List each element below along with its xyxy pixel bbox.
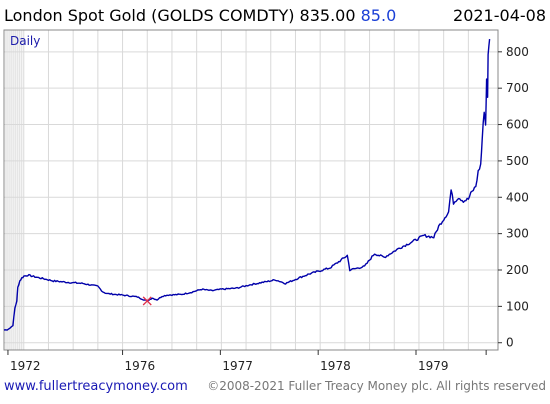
y-tick-label: 100 bbox=[506, 299, 529, 313]
x-tick-label: 1972 bbox=[10, 359, 41, 373]
copyright-text: ©2008-2021 Fuller Treacy Money plc. All … bbox=[207, 379, 546, 393]
x-tick-label: 1976 bbox=[125, 359, 156, 373]
price-series-line bbox=[3, 39, 491, 331]
price-change: 85.0 bbox=[361, 6, 397, 25]
chart-title: London Spot Gold (GOLDS COMDTY) 835.00 8… bbox=[4, 6, 396, 25]
title-main: London Spot Gold (GOLDS COMDTY) 835.00 bbox=[4, 6, 356, 25]
chart-date: 2021-04-08 bbox=[453, 6, 546, 25]
website-link[interactable]: www.fullertreacymoney.com bbox=[4, 379, 188, 394]
y-tick-label: 600 bbox=[506, 118, 529, 132]
y-tick-label: 700 bbox=[506, 81, 529, 95]
marker-layer: × bbox=[141, 291, 154, 310]
y-tick-label: 300 bbox=[506, 227, 529, 241]
plot-frame bbox=[3, 29, 499, 351]
x-tick-label: 1977 bbox=[222, 359, 253, 373]
axes: 0 100 200 300 400 500 600 700 800 1972 1976 1977 197… bbox=[7, 45, 529, 373]
event-marker: × bbox=[141, 291, 154, 310]
series-layer bbox=[3, 39, 491, 331]
frequency-label: Daily bbox=[10, 34, 40, 48]
x-tick-label: 1978 bbox=[320, 359, 351, 373]
x-tick-label: 1979 bbox=[418, 359, 449, 373]
y-tick-label: 400 bbox=[506, 190, 529, 204]
y-tick-label: 500 bbox=[506, 154, 529, 168]
y-tick-label: 0 bbox=[506, 336, 514, 350]
y-tick-label: 200 bbox=[506, 263, 529, 277]
y-tick-label: 800 bbox=[506, 45, 529, 59]
grid bbox=[4, 30, 498, 350]
